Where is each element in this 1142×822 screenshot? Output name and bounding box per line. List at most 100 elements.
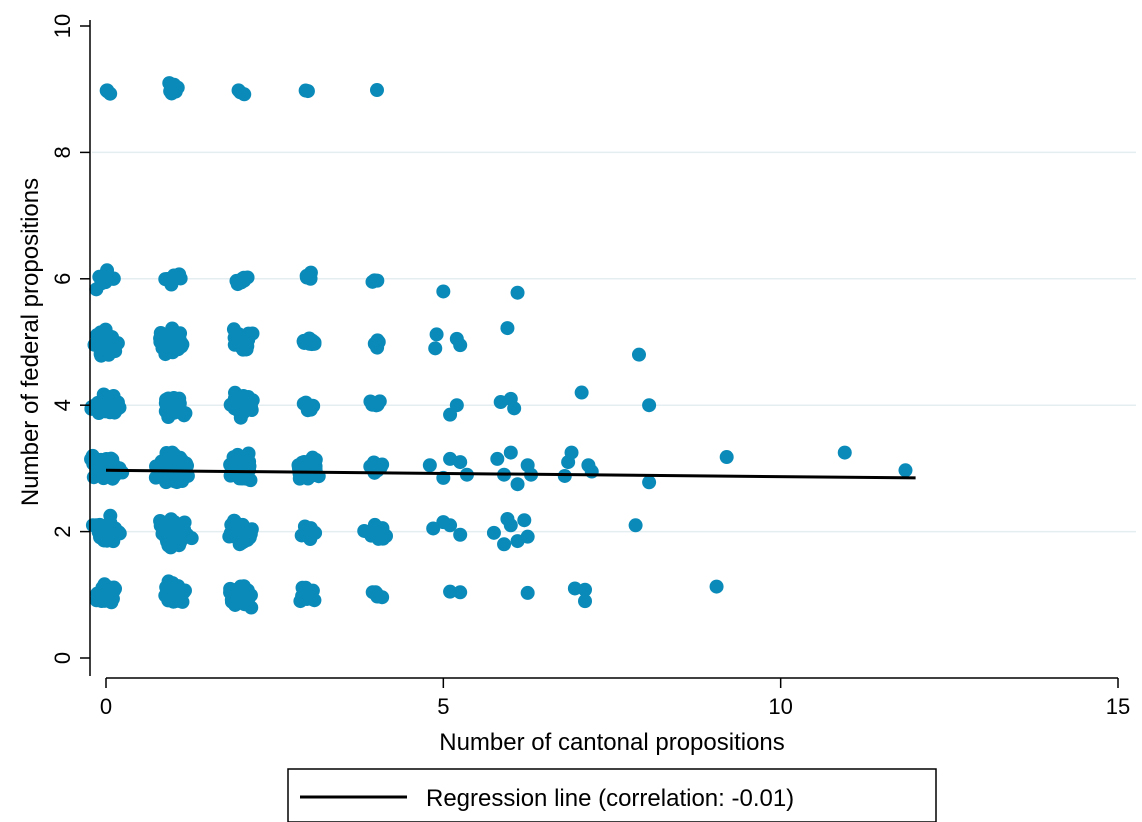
data-point <box>520 529 535 544</box>
data-point <box>578 582 593 597</box>
axes <box>89 20 1118 679</box>
data-point <box>497 537 512 552</box>
data-point <box>101 525 116 540</box>
data-point <box>642 398 657 413</box>
data-point <box>642 475 657 490</box>
regression-line <box>105 468 916 480</box>
data-point <box>231 530 246 545</box>
x-tick-label: 5 <box>437 694 449 719</box>
y-ticks: 0 2 4 6 8 10 <box>50 14 90 664</box>
data-point <box>375 590 390 605</box>
x-tick-label: 10 <box>768 694 792 719</box>
data-point <box>235 274 250 289</box>
data-point <box>236 398 251 413</box>
data-point <box>719 450 734 465</box>
data-point <box>453 338 468 353</box>
data-point <box>503 445 518 460</box>
data-point <box>578 594 593 609</box>
data-point <box>234 337 249 352</box>
data-point <box>500 511 515 526</box>
data-point <box>164 86 179 101</box>
data-point <box>237 87 252 102</box>
data-point <box>490 451 505 466</box>
data-point <box>99 336 114 351</box>
data-point <box>709 579 724 594</box>
x-tick-label: 0 <box>100 694 112 719</box>
legend: Regression line (correlation: -0.01) <box>287 768 937 822</box>
data-point <box>106 393 121 408</box>
data-point <box>227 513 242 528</box>
y-tick-label: 4 <box>50 399 75 411</box>
data-point <box>173 450 188 465</box>
data-point <box>298 585 313 600</box>
y-axis-title: Number of federal propositions <box>17 178 44 506</box>
x-ticks: 0 5 10 15 <box>100 678 1130 719</box>
data-point <box>574 385 589 400</box>
data-point <box>369 462 384 477</box>
gridlines <box>92 151 1136 533</box>
data-point <box>436 284 451 299</box>
x-axis-title: Number of cantonal propositions <box>439 729 785 756</box>
data-point <box>306 398 321 413</box>
data-point <box>296 333 311 348</box>
data-point <box>100 263 115 278</box>
y-tick-label: 2 <box>50 525 75 537</box>
data-point <box>300 84 315 99</box>
data-point <box>520 585 535 600</box>
data-point <box>366 525 381 540</box>
data-point <box>370 340 385 355</box>
x-tick-label: 15 <box>1106 694 1130 719</box>
data-point <box>453 455 468 470</box>
data-point <box>510 285 525 300</box>
data-point <box>443 407 458 422</box>
data-point <box>367 273 382 288</box>
data-point <box>628 518 643 533</box>
data-point <box>307 336 322 351</box>
data-point <box>153 326 168 341</box>
data-point <box>898 463 913 478</box>
data-point <box>422 458 437 473</box>
data-point <box>96 273 111 288</box>
y-tick-label: 6 <box>50 273 75 285</box>
data-point <box>443 584 458 599</box>
data-point <box>110 336 125 351</box>
data-point <box>171 530 186 545</box>
data-point <box>245 326 260 341</box>
data-point <box>166 594 181 609</box>
data-point <box>486 525 501 540</box>
data-point <box>507 401 522 416</box>
data-point <box>371 395 386 410</box>
y-tick-label: 0 <box>50 652 75 664</box>
data-point <box>369 83 384 98</box>
data-point <box>163 404 178 419</box>
y-tick-label: 10 <box>50 14 75 38</box>
data-point <box>426 521 441 536</box>
data-point <box>510 477 525 492</box>
data-points <box>84 76 913 615</box>
data-point <box>453 585 468 600</box>
data-point <box>161 391 176 406</box>
data-point <box>443 518 458 533</box>
data-point <box>517 513 532 528</box>
data-point <box>299 268 314 283</box>
data-point <box>166 268 181 283</box>
data-point <box>178 406 193 421</box>
data-point <box>584 464 599 479</box>
data-point <box>223 581 238 596</box>
data-point <box>237 459 251 474</box>
data-point <box>233 589 248 604</box>
data-point <box>172 518 187 533</box>
data-point <box>500 321 515 336</box>
y-tick-label: 8 <box>50 146 75 158</box>
data-point <box>87 398 102 413</box>
data-point <box>100 84 115 99</box>
data-point <box>101 580 116 595</box>
data-point <box>631 347 646 362</box>
data-point <box>100 593 115 608</box>
data-point <box>453 527 468 542</box>
data-point <box>157 518 172 533</box>
data-point <box>428 341 443 356</box>
data-point <box>161 339 176 354</box>
data-point <box>429 327 444 342</box>
